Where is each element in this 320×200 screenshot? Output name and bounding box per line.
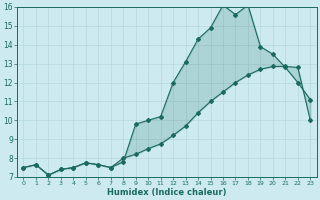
X-axis label: Humidex (Indice chaleur): Humidex (Indice chaleur) [107,188,227,197]
